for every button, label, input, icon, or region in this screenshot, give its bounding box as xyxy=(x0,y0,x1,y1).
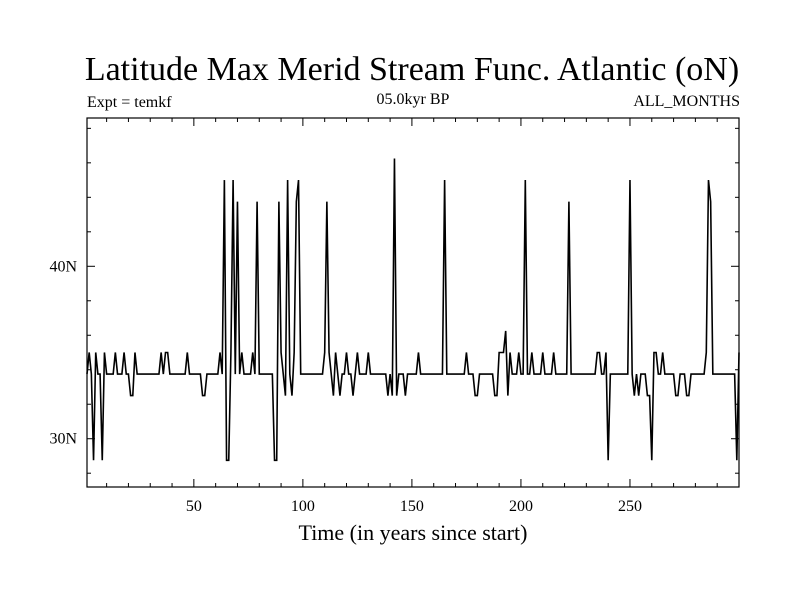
axis-ticks xyxy=(87,118,740,487)
y-tick-label: 40N xyxy=(49,258,77,275)
subtitle-right: ALL_MONTHS xyxy=(633,93,740,110)
x-axis-label: Time (in years since start) xyxy=(299,520,528,545)
y-tick-label: 30N xyxy=(49,431,77,448)
subtitle-center: 05.0kyr BP xyxy=(377,91,450,108)
y-tick-labels: 30N 40N xyxy=(49,258,77,447)
x-tick-label: 200 xyxy=(509,498,533,515)
x-tick-labels: 50 100 150 200 250 xyxy=(186,498,642,515)
series-line xyxy=(86,158,740,462)
subtitle-left: Expt = temkf xyxy=(87,94,172,111)
x-tick-label: 50 xyxy=(186,498,202,515)
plot-frame xyxy=(86,117,740,488)
x-tick-label: 250 xyxy=(618,498,642,515)
x-tick-label: 100 xyxy=(291,498,315,515)
x-tick-label: 150 xyxy=(400,498,424,515)
chart-title: Latitude Max Merid Stream Func. Atlantic… xyxy=(85,51,739,88)
